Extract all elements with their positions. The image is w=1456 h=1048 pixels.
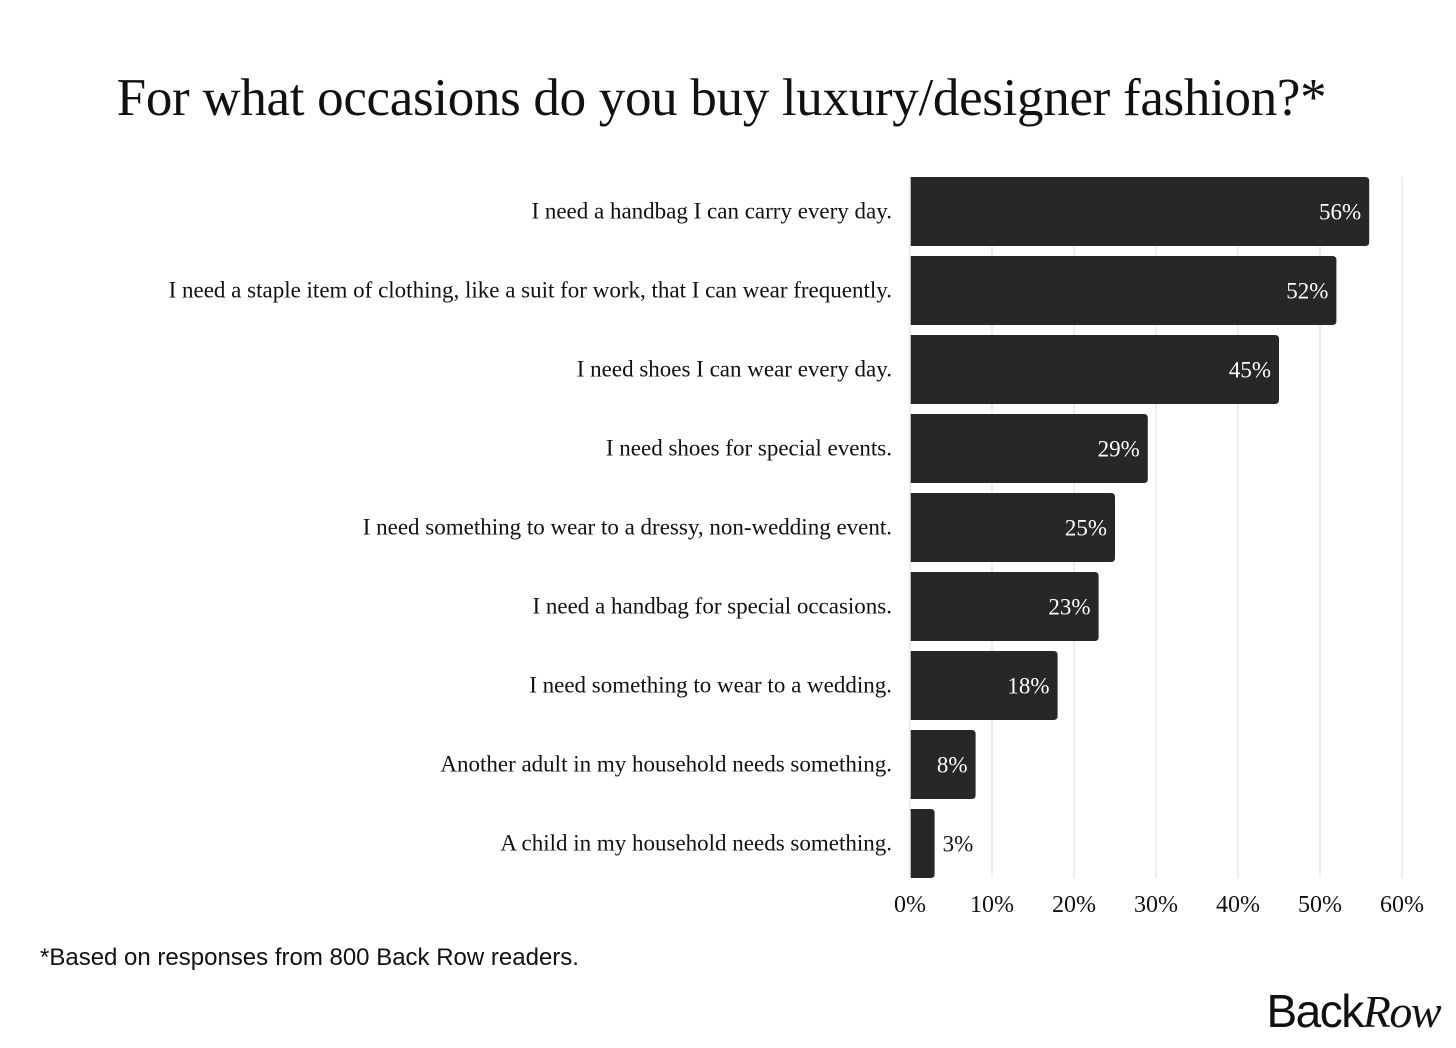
logo-part-row: Row — [1362, 986, 1442, 1037]
data-label: 56% — [1319, 200, 1361, 225]
data-label: 8% — [937, 753, 968, 778]
bar — [910, 651, 1058, 720]
x-tick-label: 10% — [970, 892, 1014, 918]
x-tick-label: 0% — [894, 892, 926, 918]
bar — [910, 730, 976, 799]
x-tick-label: 50% — [1298, 892, 1342, 918]
category-label: A child in my household needs something. — [500, 831, 892, 856]
data-label: 52% — [1286, 279, 1328, 304]
bar — [910, 414, 1148, 483]
data-label: 29% — [1098, 437, 1140, 462]
data-label: 25% — [1065, 516, 1107, 541]
category-label: I need shoes I can wear every day. — [577, 357, 892, 382]
x-tick-label: 60% — [1380, 892, 1424, 918]
x-tick-label: 40% — [1216, 892, 1260, 918]
x-tick-label: 30% — [1134, 892, 1178, 918]
data-label: 3% — [943, 832, 974, 857]
category-label: I need something to wear to a dressy, no… — [363, 515, 892, 540]
bar — [910, 335, 1279, 404]
category-label: I need a handbag for special occasions. — [532, 594, 892, 619]
chart-title: For what occasions do you buy luxury/des… — [116, 69, 1327, 127]
category-label: I need something to wear to a wedding. — [529, 673, 892, 698]
category-label: I need shoes for special events. — [606, 436, 892, 461]
backrow-logo: BackRow — [1266, 984, 1442, 1038]
footnote: *Based on responses from 800 Back Row re… — [40, 944, 579, 971]
x-tick-label: 20% — [1052, 892, 1096, 918]
bar — [910, 572, 1099, 641]
bar — [910, 493, 1115, 562]
bar — [910, 177, 1370, 246]
data-label: 45% — [1229, 358, 1271, 383]
category-label: I need a handbag I can carry every day. — [531, 199, 892, 224]
category-label: Another adult in my household needs some… — [440, 752, 892, 777]
bar — [910, 256, 1337, 325]
logo-part-back: Back — [1266, 985, 1364, 1037]
bar — [910, 809, 935, 878]
data-label: 23% — [1048, 595, 1090, 620]
data-label: 18% — [1007, 674, 1049, 699]
category-label: I need a staple item of clothing, like a… — [169, 278, 892, 303]
